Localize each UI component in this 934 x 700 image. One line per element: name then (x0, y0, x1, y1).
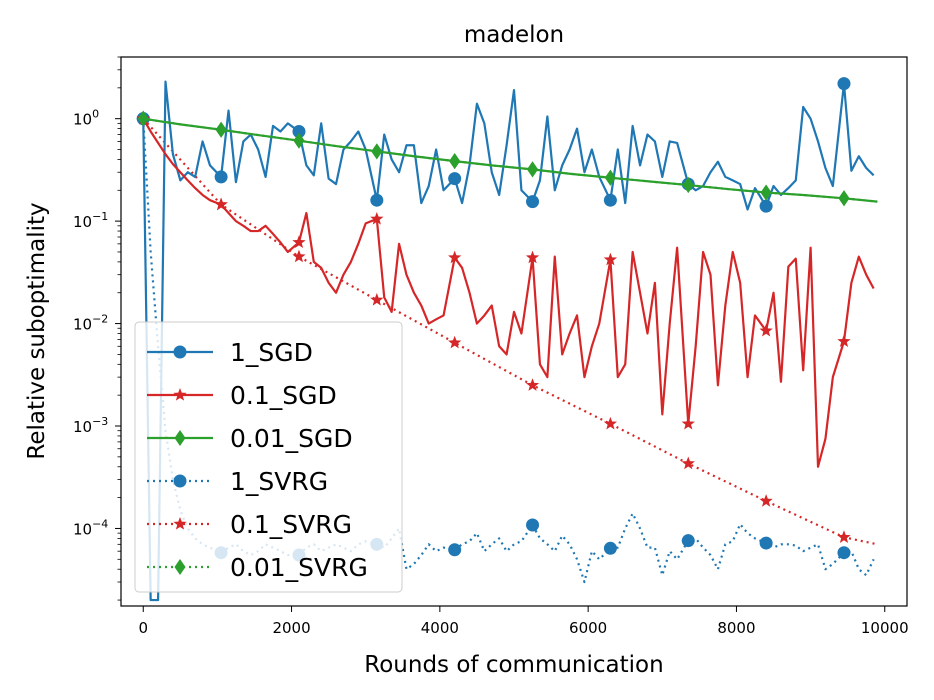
legend-entry: 0.1_SVRG (147, 510, 352, 539)
x-tick-label: 10000 (861, 619, 909, 637)
series-layer (136, 77, 878, 602)
legend-entry: 0.01_SVRG (147, 553, 368, 582)
x-axis: 0 2000 4000 6000 8000 10000 (138, 606, 909, 637)
data-point (837, 530, 851, 543)
x-tick-label: 6000 (569, 619, 607, 637)
data-point (837, 334, 851, 348)
data-point (293, 132, 305, 149)
legend: 1_SGD 0.1_SGD 0.01_SGD 1_SVRG 0.1_SVRG 0.01_S… (134, 321, 403, 593)
series-line (142, 80, 875, 602)
data-point (137, 110, 149, 127)
series-line (142, 118, 875, 584)
data-point (681, 456, 695, 470)
data-point (292, 249, 306, 263)
data-point (526, 195, 540, 209)
data-point (370, 193, 384, 207)
data-point (370, 292, 384, 306)
chart-title: madelon (464, 22, 564, 48)
legend-marker (173, 345, 187, 359)
y-tick-label: 10−3 (73, 415, 108, 436)
x-tick-label: 0 (138, 619, 148, 637)
data-point (759, 199, 773, 213)
legend-marker (174, 430, 186, 446)
series-0.01_SGD (137, 110, 878, 207)
data-point (449, 153, 461, 170)
data-point (371, 143, 383, 160)
legend-label: 0.1_SVRG (230, 510, 352, 539)
legend-label: 0.1_SGD (230, 381, 337, 410)
data-point (603, 252, 618, 266)
data-point (603, 193, 617, 207)
legend-marker (173, 474, 187, 488)
data-point (759, 536, 773, 550)
legend-label: 1_SGD (230, 338, 313, 367)
data-point (292, 124, 306, 138)
data-point (292, 235, 306, 249)
y-axis: 10−4 10−3 10−2 10−1 100 (73, 56, 121, 601)
data-point (370, 211, 384, 225)
data-point (759, 494, 773, 507)
data-point (214, 170, 228, 184)
legend-marker (173, 388, 187, 401)
data-point (448, 250, 462, 264)
y-tick-label: 10−2 (73, 313, 108, 334)
data-point (448, 172, 462, 186)
x-axis-title: Rounds of communication (364, 652, 663, 678)
legend-entry: 0.01_SGD (147, 424, 353, 453)
y-axis-title: Relative suboptimality (24, 202, 50, 459)
legend-entry: 1_SVRG (147, 467, 328, 496)
x-tick-label: 8000 (717, 619, 755, 637)
data-point (681, 534, 695, 548)
legend-label: 0.01_SGD (230, 424, 353, 453)
data-point (526, 518, 540, 532)
data-point (214, 197, 228, 211)
legend-entry: 1_SGD (147, 338, 313, 367)
y-tick-label: 10−1 (73, 210, 108, 231)
data-point (604, 169, 616, 186)
data-point (448, 335, 462, 349)
data-point (527, 161, 539, 178)
plot-frame (120, 56, 908, 607)
data-point (525, 378, 540, 391)
x-tick-label: 4000 (421, 619, 459, 637)
data-point (759, 323, 773, 337)
data-point (682, 177, 694, 194)
legend-label: 0.01_SVRG (230, 553, 368, 582)
data-point (525, 250, 540, 264)
y-tick-label: 100 (73, 108, 99, 129)
x-tick-label: 2000 (272, 619, 310, 637)
data-point (837, 546, 851, 560)
data-point (448, 543, 462, 557)
legend-entry: 0.1_SGD (147, 381, 337, 410)
data-point (760, 184, 772, 201)
data-point (681, 416, 695, 430)
legend-marker (173, 517, 187, 530)
data-point (603, 541, 617, 555)
legend-label: 1_SVRG (230, 467, 328, 496)
data-point (603, 416, 618, 430)
legend-marker (174, 559, 186, 575)
series-line (143, 117, 878, 203)
y-tick-label: 10−4 (73, 517, 108, 538)
data-point (837, 77, 851, 91)
data-point (838, 190, 850, 207)
data-point (215, 121, 227, 138)
series-line (142, 118, 875, 468)
